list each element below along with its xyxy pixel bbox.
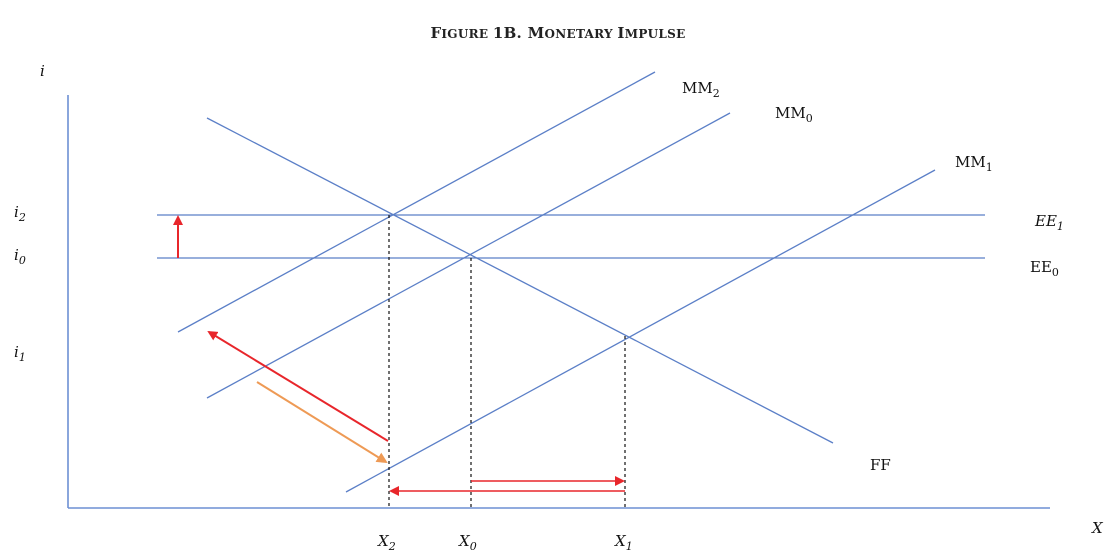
mm2-label: MM2	[682, 79, 720, 100]
x-tick-x1: X1	[614, 532, 633, 553]
x-tick-x2: X2	[377, 532, 396, 553]
ee1-label: EE1	[1034, 212, 1064, 233]
mm-shift-down-arrow	[256, 381, 388, 464]
mm1-line	[345, 169, 936, 493]
x-axis-label: X	[1091, 519, 1104, 537]
mm-shift-up-arrow	[207, 330, 389, 442]
mm1-label: MM1	[955, 153, 993, 174]
figure-title: FIGURE 1B. MONETARY IMPULSE	[430, 24, 685, 42]
y-tick-i0: i0	[14, 246, 26, 267]
y-tick-i1: i1	[14, 343, 26, 364]
y-axis-label: i	[40, 62, 45, 80]
mm0-label: MM0	[775, 104, 813, 125]
mm2-line	[177, 71, 656, 333]
ff-label: FF	[870, 456, 891, 474]
ee0-label: EE0	[1030, 258, 1059, 279]
ff-line	[206, 117, 834, 444]
y-tick-i2: i2	[14, 203, 26, 224]
x-tick-x0: X0	[458, 532, 477, 553]
mm0-line	[206, 112, 731, 399]
